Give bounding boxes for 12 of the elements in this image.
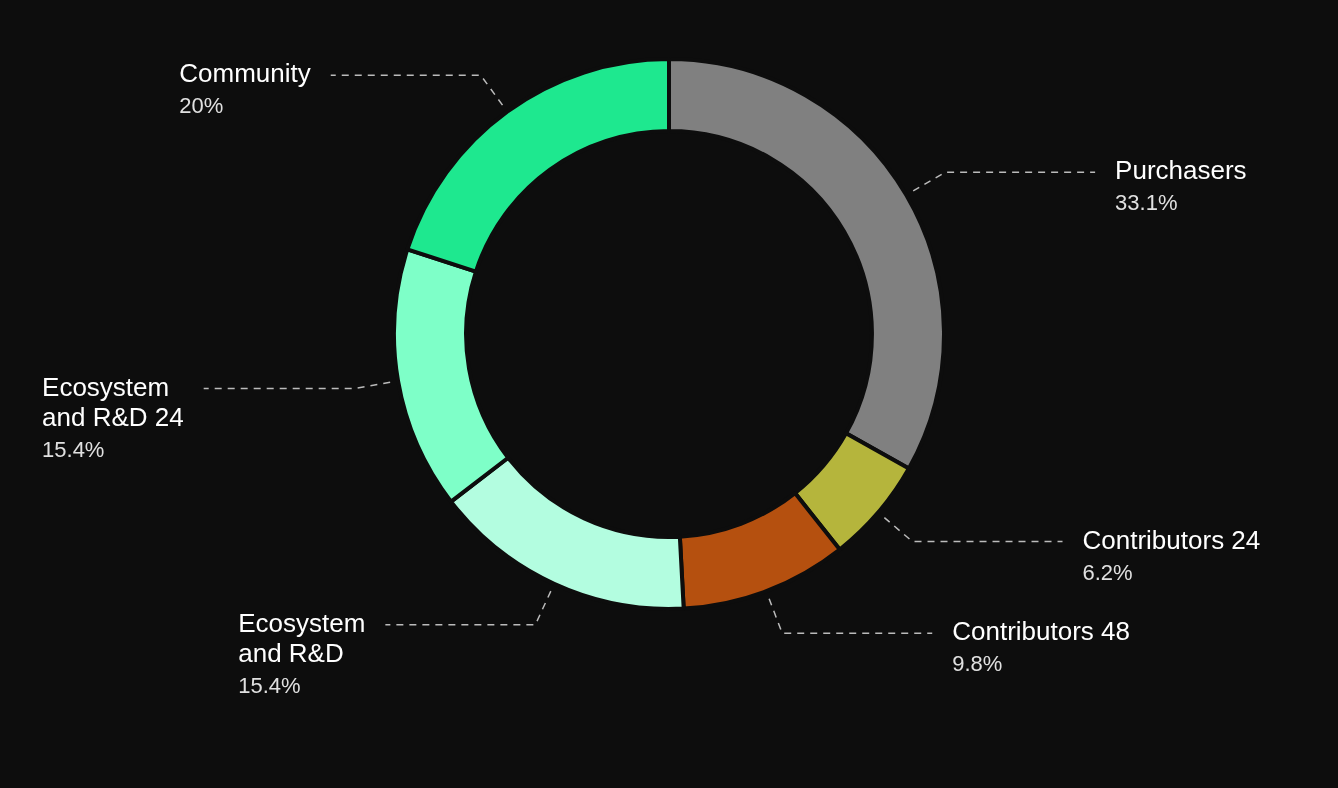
slice-label: Contributors 48 — [952, 616, 1130, 647]
data-label: 9.8% — [952, 651, 1003, 677]
slice-label: Purchasers — [1115, 155, 1247, 186]
data-label: 15.4% — [42, 436, 105, 462]
data-label: 33.1% — [1115, 190, 1178, 216]
data-label: 20% — [179, 93, 224, 119]
data-label: 6.2% — [1082, 559, 1133, 585]
data-label: 15.4% — [238, 672, 301, 698]
slice-label: Contributors 24 — [1082, 524, 1261, 555]
slice-label: Ecosystem and R&D 24 — [42, 371, 184, 432]
slice-label: Community — [179, 58, 311, 89]
slice-label: Ecosystem and R&D — [238, 607, 366, 668]
